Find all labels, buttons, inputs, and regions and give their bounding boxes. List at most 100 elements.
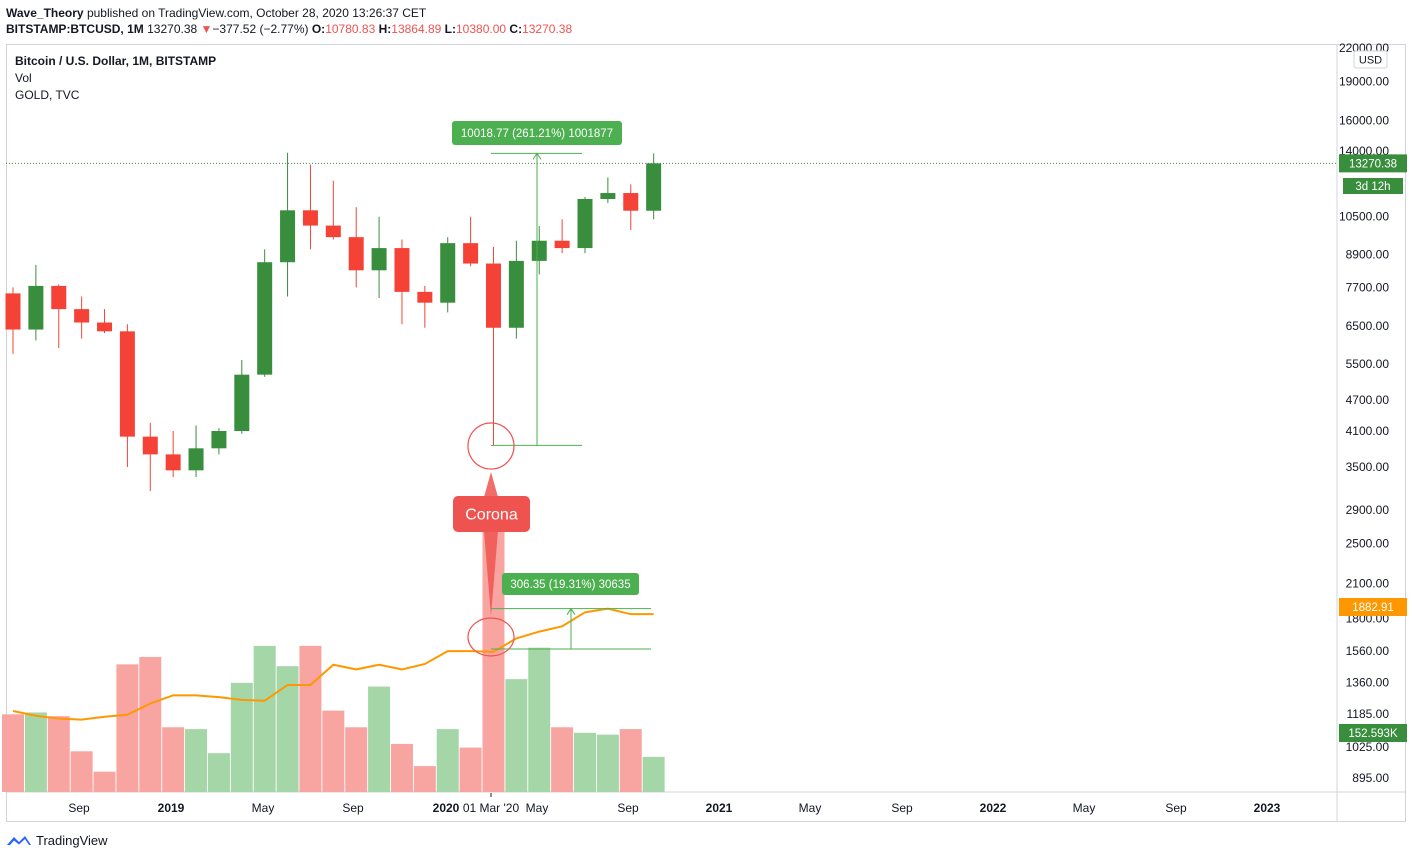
volume-bar <box>93 771 116 792</box>
gold-measure-label-box[interactable] <box>502 573 639 595</box>
candle-body <box>577 198 593 249</box>
publish-header: Wave_Theory published on TradingView.com… <box>6 5 426 21</box>
price-change: −377.52 (−2.77%) <box>212 22 309 36</box>
volume-bar <box>551 727 574 792</box>
candle-body <box>508 260 524 328</box>
y-tick-label: 10500.00 <box>1339 210 1389 224</box>
candle-body <box>463 243 479 264</box>
low-value: 10380.00 <box>456 22 507 36</box>
candle-body <box>325 225 341 238</box>
gold-line <box>12 607 654 721</box>
callout-pointer-up <box>484 472 498 497</box>
currency-label: USD <box>1359 55 1382 67</box>
y-tick-label: 8900.00 <box>1346 247 1390 261</box>
volume-bar <box>207 753 230 792</box>
candle-body <box>188 448 204 471</box>
y-tick-label: 2500.00 <box>1346 537 1390 551</box>
tradingview-logo-icon[interactable] <box>6 833 32 847</box>
footer: TradingView <box>6 830 108 850</box>
open-value: 10780.83 <box>325 22 376 36</box>
volume-bar <box>299 645 322 792</box>
candle-body <box>531 240 547 261</box>
legend-gold[interactable]: GOLD, TVC <box>15 88 80 102</box>
chart-legend: Bitcoin / U.S. Dollar, 1M, BITSTAMP Vol … <box>15 53 216 104</box>
volume-bar <box>368 686 391 792</box>
measure-label-box[interactable] <box>452 121 622 145</box>
low-label: L: <box>444 22 456 36</box>
y-tick-label: 16000.00 <box>1339 114 1389 128</box>
y-tick-label: 1025.00 <box>1346 740 1390 754</box>
candle-body <box>371 248 387 271</box>
currency-badge[interactable] <box>1353 50 1388 69</box>
last-price: 13270.38 <box>147 22 198 36</box>
candle-body <box>51 285 67 310</box>
legend-main-series[interactable]: Bitcoin / U.S. Dollar, 1M, BITSTAMP <box>15 54 217 68</box>
x-tick-label: May <box>526 801 549 815</box>
corona-callout-box[interactable] <box>453 496 530 532</box>
y-tick-label: 5500.00 <box>1346 357 1390 371</box>
gold-measure-arrow-icon <box>566 607 576 615</box>
x-tick-label: 2021 <box>706 801 733 815</box>
candle-body <box>600 193 616 199</box>
legend-volume[interactable]: Vol <box>15 71 32 85</box>
volume-bar <box>413 766 436 792</box>
corona-circle-bottom <box>467 617 515 657</box>
volume-bar <box>642 756 665 792</box>
y-tick-label: 1560.00 <box>1346 644 1390 658</box>
volume-bar <box>505 679 528 792</box>
x-tick-label: Sep <box>342 801 364 815</box>
volume-tag-text: 152.593K <box>1348 728 1398 740</box>
y-tick-label: 19000.00 <box>1339 75 1389 89</box>
high-value: 13864.89 <box>391 22 442 36</box>
volume-bar <box>482 518 505 792</box>
candle-body <box>302 210 318 226</box>
author-name[interactable]: Wave_Theory <box>6 6 84 20</box>
candle-body <box>554 240 570 249</box>
x-tick-label: May <box>1073 801 1096 815</box>
candle-body <box>234 374 250 431</box>
candle-body <box>5 293 21 330</box>
y-tick-label: 1185.00 <box>1347 707 1390 721</box>
volume-bar <box>459 747 482 792</box>
volume-bar <box>116 664 139 792</box>
volume-bar <box>596 734 619 792</box>
x-tick-label: May <box>799 801 822 815</box>
y-tick-label: 4700.00 <box>1346 393 1390 407</box>
last-price-tag-text: 13270.38 <box>1349 158 1397 170</box>
callout-pointer-down <box>484 531 498 616</box>
chart-frame <box>6 44 1406 822</box>
y-tick-label: 4100.00 <box>1346 424 1390 438</box>
volume-bar <box>322 710 345 792</box>
candle-body <box>211 431 227 449</box>
candle-body <box>74 309 90 323</box>
x-tick-label: Sep <box>617 801 639 815</box>
volume-bar <box>276 666 299 792</box>
volume-bar <box>24 712 47 792</box>
candle-body <box>440 243 456 303</box>
volume-bar <box>436 729 459 792</box>
gold-measure-label-text: 306.35 (19.31%) 30635 <box>510 579 630 591</box>
candle-body <box>348 237 364 271</box>
volume-tag-box <box>1339 724 1407 742</box>
volume-bar <box>528 647 551 792</box>
y-tick-label: 1360.00 <box>1346 675 1390 689</box>
gold-price-tag-box <box>1339 598 1407 616</box>
candle-body <box>623 193 639 211</box>
volume-bar <box>139 656 162 792</box>
volume-bar <box>230 682 253 792</box>
volume-bar <box>574 732 596 792</box>
close-label: C: <box>509 22 523 36</box>
candle-body <box>485 263 501 328</box>
gold-price-tag-text: 1882.91 <box>1352 602 1394 614</box>
measure-arrow-icon <box>532 152 542 160</box>
x-tick-label: May <box>252 801 275 815</box>
volume-bar <box>162 727 185 792</box>
candle-body <box>394 248 410 292</box>
x-tick-label: 01 Mar '20 <box>463 801 520 815</box>
y-tick-label: 2900.00 <box>1346 503 1390 517</box>
candle-body <box>28 285 44 330</box>
y-tick-label: 6500.00 <box>1346 319 1390 333</box>
candle-body <box>257 262 273 375</box>
footer-brand[interactable]: TradingView <box>36 832 108 848</box>
